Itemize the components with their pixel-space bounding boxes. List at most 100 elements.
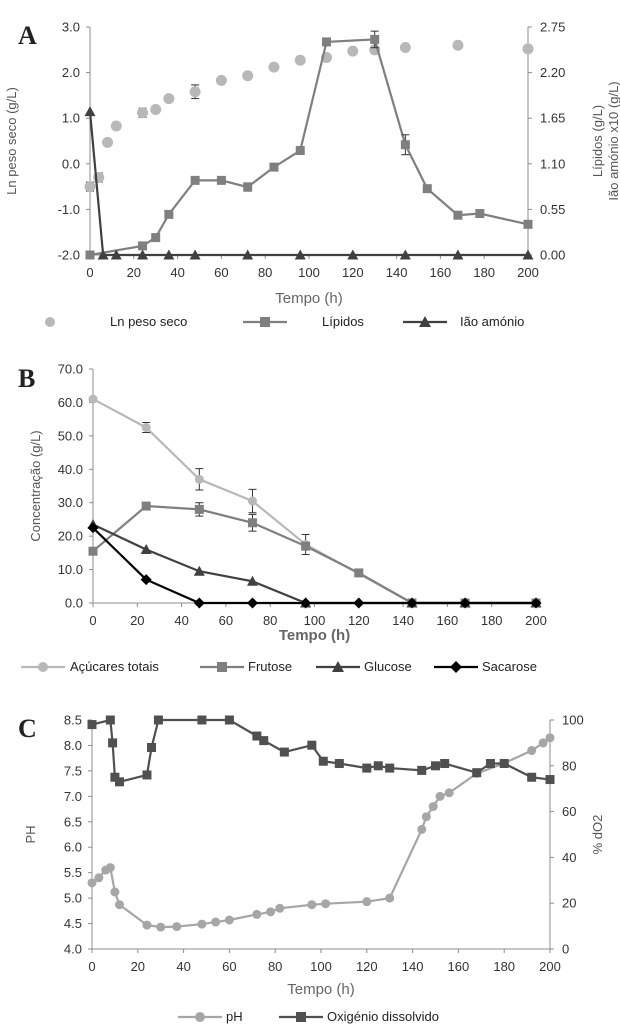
data-point	[373, 761, 383, 771]
y-tick-label: 8.0	[64, 738, 82, 753]
legend-marker	[260, 317, 270, 327]
data-point	[190, 175, 200, 185]
data-point	[243, 182, 253, 192]
data-point	[142, 770, 152, 780]
data-point	[406, 597, 418, 609]
y-axis-title: PH	[23, 825, 38, 843]
x-tick-label: 60	[219, 613, 233, 628]
legend-entry: pH	[226, 1009, 243, 1024]
x-tick-label: 200	[539, 959, 561, 974]
data-point	[197, 919, 207, 929]
data-point	[321, 899, 331, 909]
y2-tick-label: 0	[562, 942, 569, 957]
data-point	[110, 249, 122, 260]
y-tick-label: 8.5	[64, 713, 82, 728]
data-point	[268, 61, 280, 73]
data-point	[431, 761, 440, 771]
x-axis-title: Tempo (h)	[287, 981, 355, 998]
legend-entry: Glucose	[364, 659, 412, 674]
data-point	[538, 738, 548, 748]
data-point	[224, 915, 234, 925]
data-point	[189, 249, 201, 260]
data-point	[242, 70, 254, 82]
data-point	[140, 574, 152, 586]
data-point	[137, 249, 149, 260]
legend-entry: Açúcares totais	[70, 659, 159, 674]
x-tick-label: 60	[222, 959, 236, 974]
legend-marker	[38, 662, 48, 672]
data-point	[399, 249, 411, 260]
data-point	[385, 893, 395, 903]
data-point	[141, 501, 151, 511]
y-tick-label: -2.0	[58, 248, 80, 263]
data-point	[353, 597, 365, 609]
data-point	[485, 759, 495, 769]
x-tick-label: 180	[481, 613, 503, 628]
data-point	[110, 120, 122, 132]
series-ln-peso-seco	[84, 39, 534, 193]
legend-marker	[450, 661, 462, 673]
x-tick-label: 40	[170, 265, 184, 280]
data-point	[242, 249, 254, 260]
data-point	[252, 731, 262, 741]
y-axis-title: Ln peso seco (g/L)	[4, 87, 19, 195]
y2-tick-label: 100	[562, 713, 584, 728]
x-tick-label: 100	[304, 613, 326, 628]
data-point	[417, 765, 427, 775]
y-tick-label: 50.0	[58, 428, 83, 443]
x-axis-title: Tempo (h)	[279, 627, 350, 644]
x-tick-label: 200	[517, 265, 539, 280]
x-tick-label: 100	[310, 959, 332, 974]
series-ph	[87, 733, 555, 932]
y2-axis-title: Ião amónio x10 (g/L)	[606, 81, 620, 200]
x-tick-label: 80	[258, 265, 272, 280]
data-point	[141, 423, 151, 432]
data-point	[102, 136, 114, 148]
data-point	[246, 575, 258, 586]
data-point	[362, 763, 372, 773]
data-point	[164, 209, 174, 219]
data-point	[194, 474, 204, 484]
data-point	[163, 249, 175, 260]
x-tick-label: 140	[392, 613, 414, 628]
series-l-pidos	[85, 30, 533, 260]
data-point	[354, 568, 364, 578]
data-point	[138, 241, 148, 251]
x-tick-label: 120	[356, 959, 378, 974]
data-point	[105, 715, 115, 725]
data-point	[527, 772, 537, 782]
x-tick-label: 20	[127, 265, 141, 280]
data-point	[87, 878, 97, 888]
data-point	[307, 900, 317, 910]
data-point	[114, 900, 124, 910]
data-point	[347, 249, 359, 260]
data-point	[523, 219, 533, 229]
data-point	[142, 920, 152, 930]
data-point	[153, 715, 163, 725]
data-point	[452, 39, 464, 51]
data-point	[472, 768, 482, 778]
y-tick-label: 20.0	[58, 529, 83, 544]
data-point	[334, 759, 344, 769]
legend-entry: Lípidos	[322, 314, 364, 329]
y2-tick-label: 40	[562, 850, 576, 865]
x-tick-label: 160	[448, 959, 470, 974]
data-point	[85, 250, 95, 260]
data-point	[295, 146, 305, 156]
data-point	[362, 897, 372, 907]
data-point	[399, 42, 411, 54]
data-point	[87, 522, 99, 534]
x-tick-label: 20	[130, 613, 144, 628]
y-tick-label: 60.0	[58, 395, 83, 410]
y2-tick-label: 2.75	[540, 20, 565, 35]
data-point	[105, 863, 115, 873]
series-line	[89, 38, 529, 257]
y2-axis-title: % dO2	[590, 815, 605, 855]
series-sacarose	[87, 522, 542, 609]
data-point	[84, 181, 96, 193]
legend-entry: Ln peso seco	[110, 314, 187, 329]
data-point	[224, 715, 234, 725]
x-tick-label: 120	[348, 613, 370, 628]
y-tick-label: 7.5	[64, 763, 82, 778]
data-point	[440, 759, 450, 769]
